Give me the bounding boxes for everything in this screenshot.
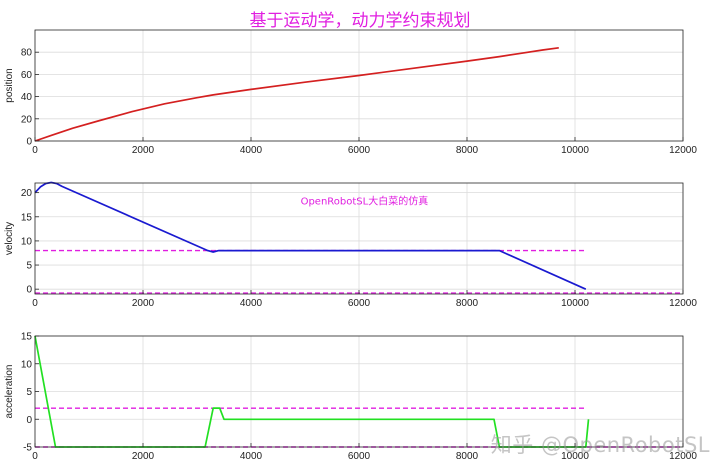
position-xtick-label: 12000 — [669, 145, 697, 156]
position-ytick-label: 20 — [21, 114, 33, 125]
velocity-xtick-label: 10000 — [561, 298, 589, 309]
acceleration-ytick-label: 5 — [26, 387, 32, 398]
acceleration-xtick-label: 10000 — [561, 451, 589, 462]
position-xtick-label: 6000 — [348, 145, 371, 156]
velocity-xtick-label: 8000 — [456, 298, 479, 309]
position-xtick-label: 2000 — [132, 145, 155, 156]
position-series-line — [34, 46, 559, 142]
velocity-annotation: OpenRobotSL大白菜的仿真 — [301, 195, 429, 208]
velocity-ytick-label: 20 — [21, 188, 33, 199]
velocity-ytick-label: 5 — [26, 261, 32, 272]
watermark: 知乎 @OpenRobotSL — [490, 433, 710, 457]
acceleration-xtick-label: 8000 — [456, 451, 479, 462]
position-subplot: 0 2000 4000 6000 8000 10000 12000 0 20 40 60 80 posi… — [4, 29, 697, 156]
velocity-series-line — [34, 181, 587, 290]
acceleration-xtick-label: 12000 — [669, 451, 697, 462]
acceleration-xtick-label: 4000 — [240, 451, 263, 462]
position-xtick-label: 10000 — [561, 145, 589, 156]
velocity-subplot: 0 2000 4000 6000 8000 10000 12000 0 5 10 15 20 veloc… — [4, 181, 697, 309]
acceleration-ytick-label: -5 — [23, 443, 32, 454]
acceleration-xtick-label: 2000 — [132, 451, 155, 462]
velocity-xtick-label: 2000 — [132, 298, 155, 309]
position-ytick-label: 60 — [21, 70, 33, 81]
acceleration-axis-label: acceleration — [4, 365, 15, 419]
velocity-xtick-label: 0 — [32, 298, 38, 309]
position-xtick-label: 4000 — [240, 145, 263, 156]
acceleration-xtick-label: 6000 — [348, 451, 371, 462]
position-ytick-label: 40 — [21, 92, 33, 103]
position-xtick-label: 0 — [32, 145, 38, 156]
velocity-xtick-label: 12000 — [669, 298, 697, 309]
velocity-axis-label: velocity — [4, 222, 15, 255]
velocity-ytick-label: 15 — [21, 212, 33, 223]
position-xtick-label: 8000 — [456, 145, 479, 156]
velocity-xtick-label: 4000 — [240, 298, 263, 309]
velocity-ytick-label: 0 — [26, 285, 32, 296]
acceleration-subplot: 0 2000 4000 6000 8000 10000 12000-5051015accel… — [4, 332, 697, 463]
velocity-xtick-label: 6000 — [348, 298, 371, 309]
acceleration-ytick-label: 0 — [26, 415, 32, 426]
position-ytick-label: 0 — [26, 137, 32, 148]
acceleration-ytick-label: 15 — [21, 332, 33, 343]
position-axis-label: position — [4, 68, 15, 102]
chart-title: 基于运动学，动力学约束规划 — [249, 11, 471, 31]
position-ytick-label: 80 — [21, 48, 33, 59]
velocity-ytick-label: 10 — [21, 236, 33, 247]
acceleration-ytick-label: 10 — [21, 359, 33, 370]
acceleration-xtick-label: 0 — [32, 451, 38, 462]
